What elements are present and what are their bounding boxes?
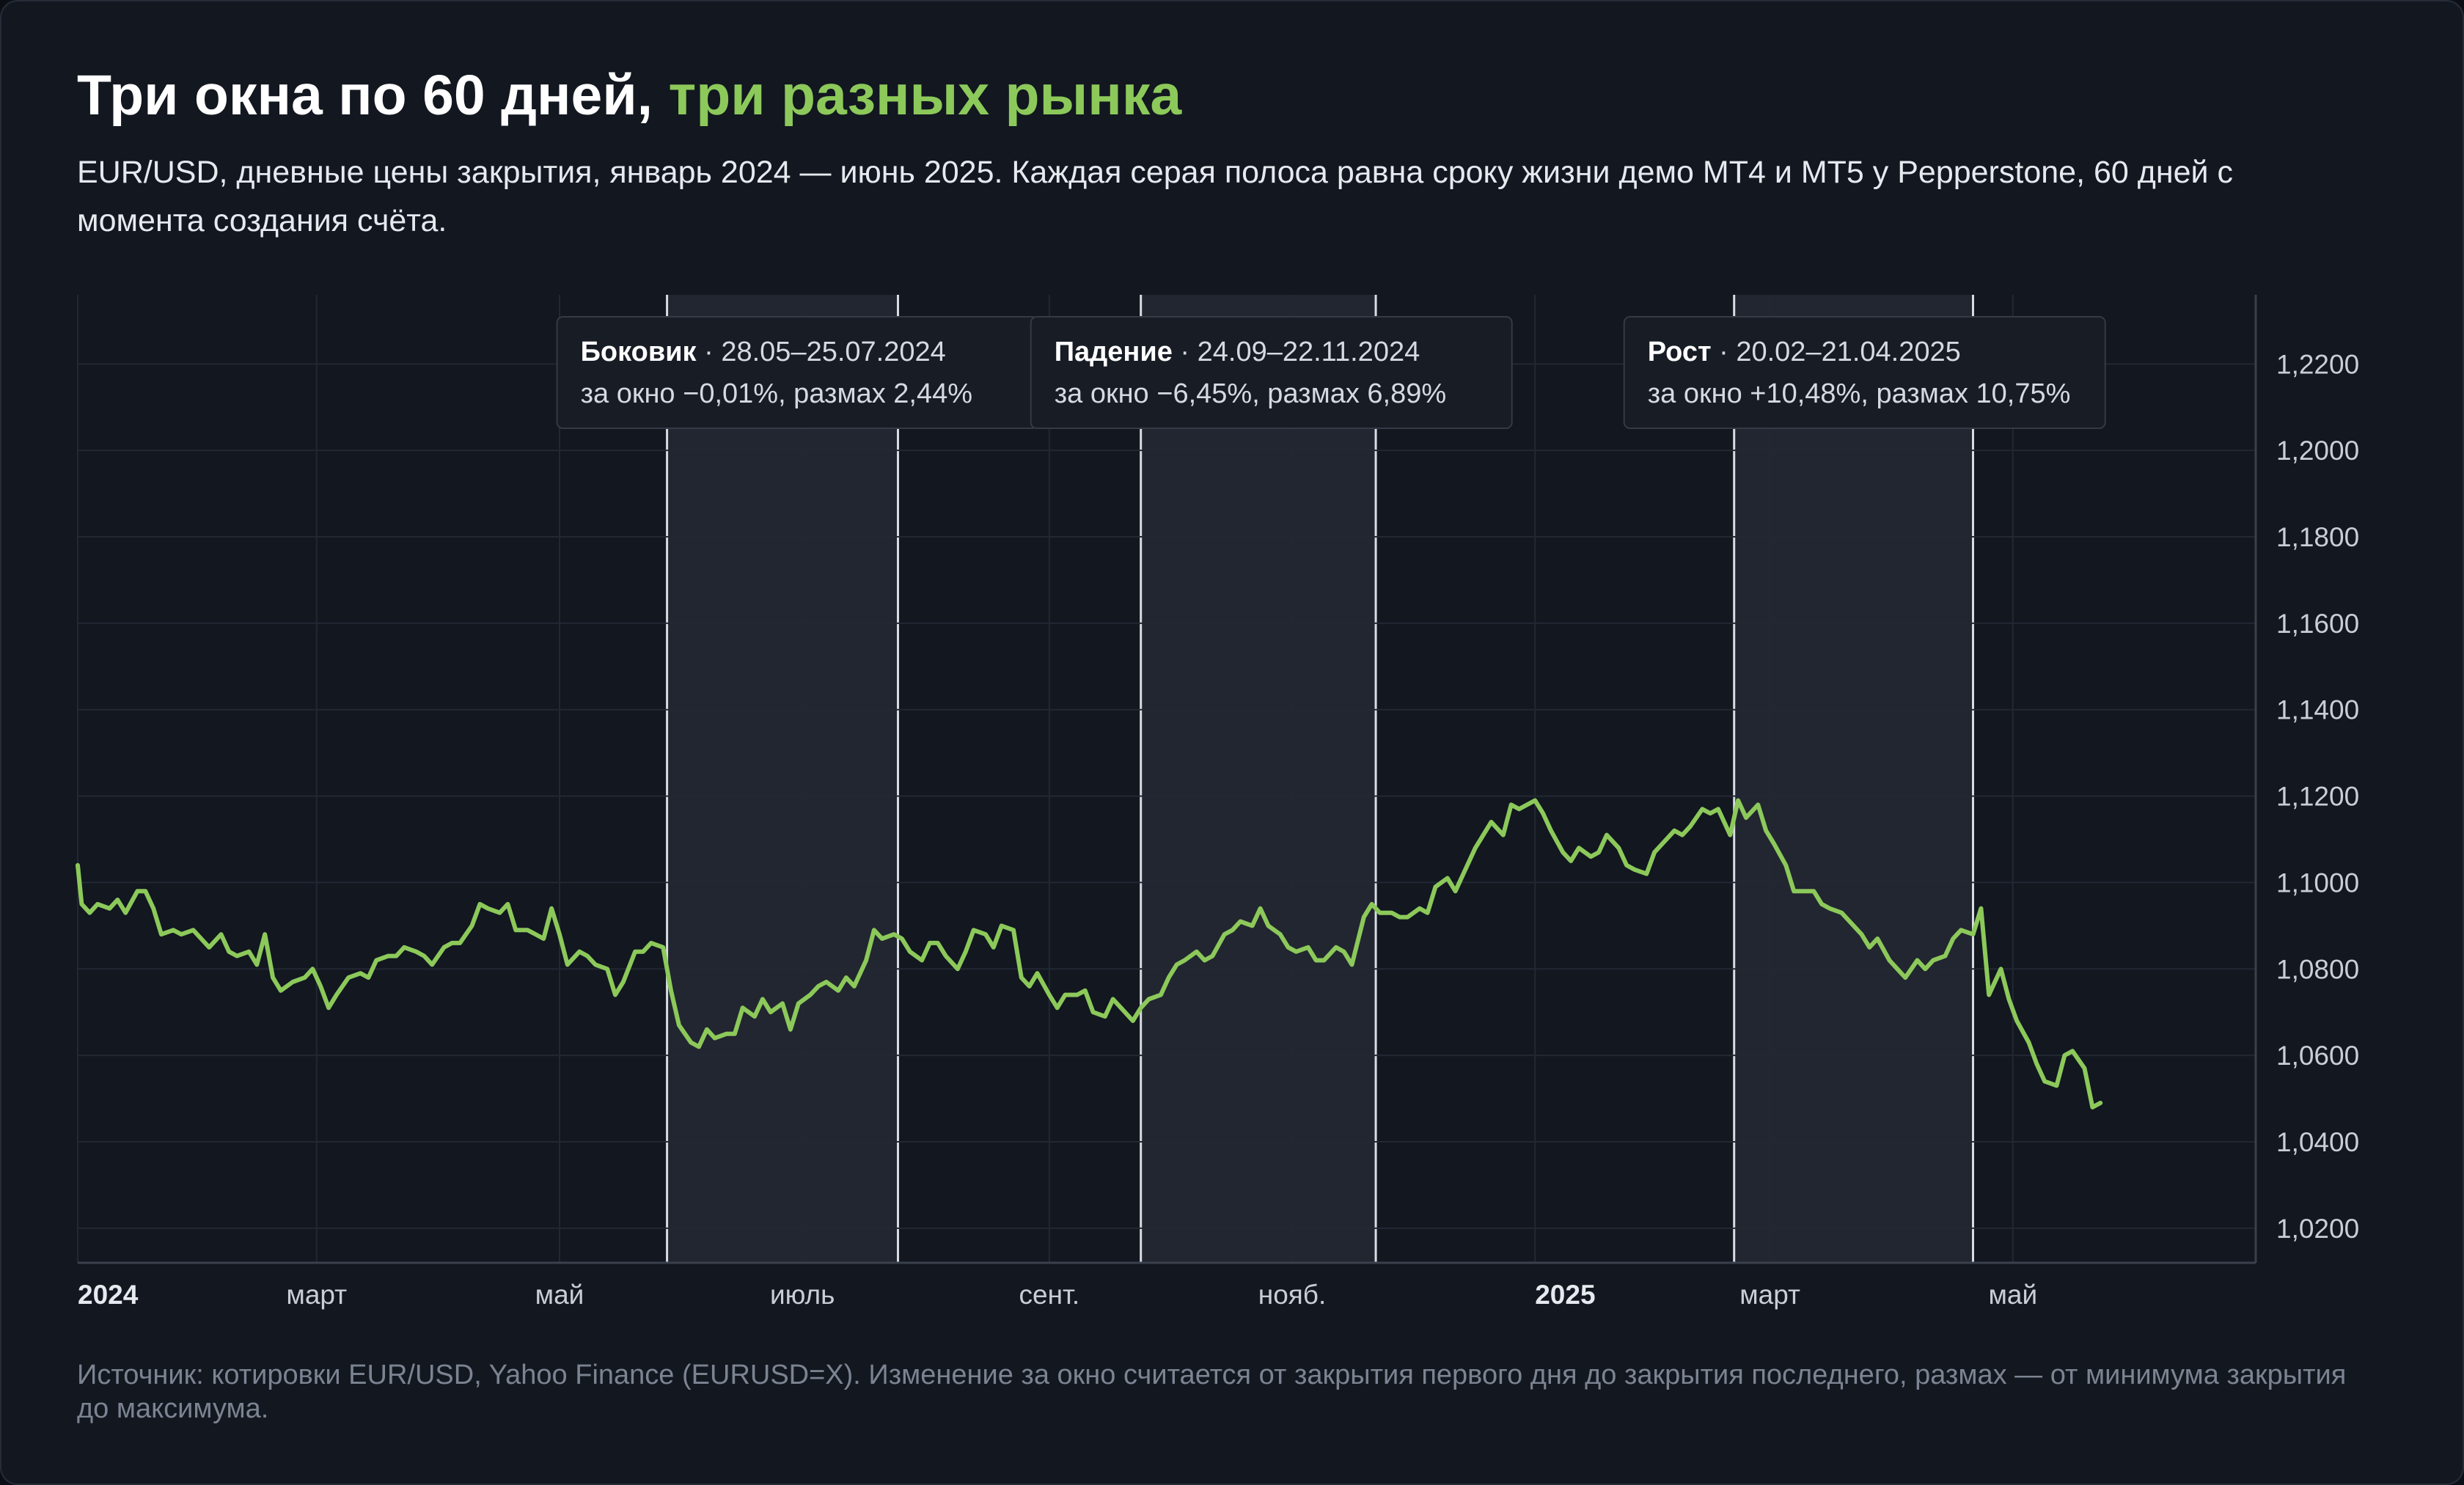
tooltip-heading: Рост · 20.02–21.04.2025 bbox=[1648, 337, 1961, 367]
y-tick-label: 1,1800 bbox=[2276, 522, 2359, 552]
x-tick-label: нояб. bbox=[1258, 1280, 1327, 1310]
y-tick-label: 1,0200 bbox=[2276, 1214, 2359, 1244]
x-tick-label: 2024 bbox=[78, 1280, 139, 1310]
x-tick-label: июль bbox=[770, 1280, 835, 1310]
price-chart: 1,0200 1,0400 1,0600 1,0800 1,1000 1,1200 1,14… bbox=[76, 295, 2359, 1310]
tooltip-box bbox=[556, 316, 1039, 429]
window-tooltip-2: Падение · 24.09–22.11.2024 за окно −6,45%… bbox=[1030, 316, 1513, 429]
chart-subtitle: EUR/USD, дневные цены закрытия, январь 2… bbox=[77, 155, 2233, 238]
eurusd-line bbox=[76, 798, 2103, 1110]
y-tick-label: 1,2000 bbox=[2276, 436, 2359, 466]
tooltip-stats: за окно −6,45%, размах 6,89% bbox=[1055, 378, 1446, 409]
x-tick-label: март bbox=[286, 1280, 347, 1310]
y-tick-label: 1,1400 bbox=[2276, 695, 2359, 725]
x-tick-label: март bbox=[1739, 1280, 1800, 1310]
axes: 1,0200 1,0400 1,0600 1,0800 1,1000 1,1200 1,14… bbox=[78, 295, 2359, 1310]
y-tick-label: 1,0800 bbox=[2276, 954, 2359, 984]
title-accent: три разных рынка bbox=[668, 64, 1182, 127]
y-tick-label: 1,2200 bbox=[2276, 349, 2359, 379]
y-tick-label: 1,0600 bbox=[2276, 1041, 2359, 1071]
window-band-1 bbox=[667, 295, 898, 1263]
window-tooltips: Боковик · 28.05–25.07.2024 за окно −0,01%… bbox=[556, 316, 2106, 429]
y-tick-label: 1,1600 bbox=[2276, 609, 2359, 639]
tooltip-stats: за окно −0,01%, размах 2,44% bbox=[581, 378, 972, 409]
window-tooltip-3: Рост · 20.02–21.04.2025 за окно +10,48%, … bbox=[1623, 316, 2106, 429]
chart-title: Три окна по 60 дней, три разных рынка bbox=[77, 63, 1181, 128]
y-tick-label: 1,1200 bbox=[2276, 782, 2359, 812]
tooltip-heading: Падение · 24.09–22.11.2024 bbox=[1055, 337, 1420, 367]
tooltip-box bbox=[1623, 316, 2106, 429]
window-band-3 bbox=[1734, 295, 1973, 1263]
y-tick-label: 1,1000 bbox=[2276, 868, 2359, 898]
window-bands bbox=[666, 295, 1974, 1263]
tooltip-heading: Боковик · 28.05–25.07.2024 bbox=[581, 337, 946, 367]
x-tick-label: сент. bbox=[1019, 1280, 1080, 1310]
x-tick-label: май bbox=[535, 1280, 584, 1310]
price-series bbox=[76, 798, 2103, 1110]
window-band-2 bbox=[1140, 295, 1376, 1263]
grid-lines bbox=[77, 295, 2256, 1263]
x-tick-label: май bbox=[1988, 1280, 2037, 1310]
tooltip-box bbox=[1030, 316, 1513, 429]
y-tick-label: 1,0400 bbox=[2276, 1127, 2359, 1157]
tooltip-stats: за окно +10,48%, размах 10,75% bbox=[1648, 378, 2071, 409]
x-tick-label: 2025 bbox=[1535, 1280, 1595, 1310]
source-footnote: Источник: котировки EUR/USD, Yahoo Finan… bbox=[77, 1360, 2347, 1424]
window-tooltip-1: Боковик · 28.05–25.07.2024 за окно −0,01%… bbox=[556, 316, 1039, 429]
title-main: Три окна по 60 дней, bbox=[77, 64, 653, 127]
